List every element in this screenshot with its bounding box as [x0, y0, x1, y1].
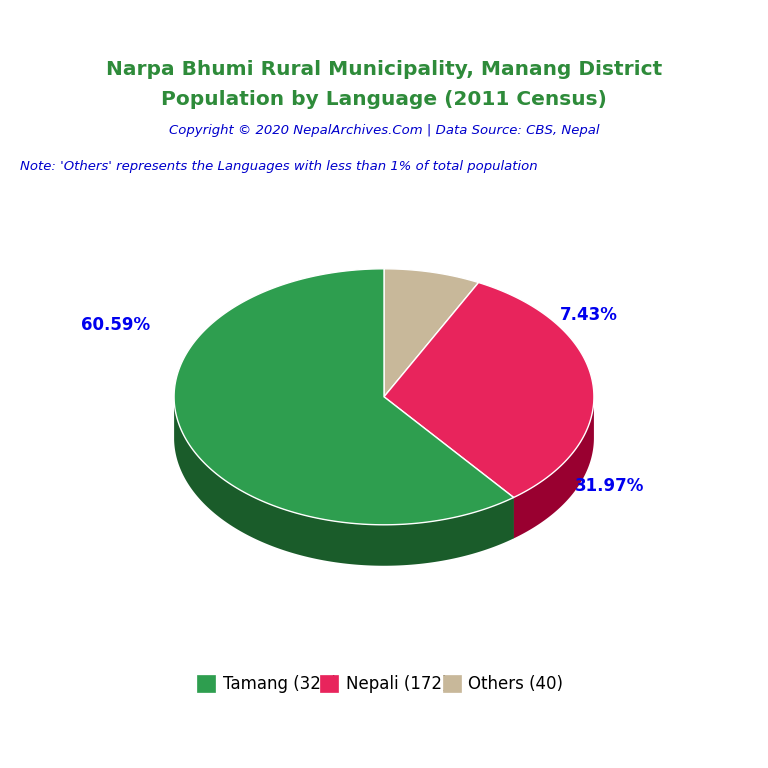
Text: 7.43%: 7.43% [560, 306, 617, 324]
Text: 60.59%: 60.59% [81, 316, 150, 334]
Text: Note: 'Others' represents the Languages with less than 1% of total population: Note: 'Others' represents the Languages … [21, 160, 538, 173]
Text: Narpa Bhumi Rural Municipality, Manang District: Narpa Bhumi Rural Municipality, Manang D… [106, 60, 662, 78]
Text: Population by Language (2011 Census): Population by Language (2011 Census) [161, 91, 607, 109]
Text: 31.97%: 31.97% [574, 478, 644, 495]
Text: Nepali (172): Nepali (172) [346, 674, 448, 693]
Polygon shape [174, 399, 514, 566]
Polygon shape [514, 398, 594, 538]
Polygon shape [384, 397, 514, 538]
Bar [320, 674, 338, 693]
Text: Copyright © 2020 NepalArchives.Com | Data Source: CBS, Nepal: Copyright © 2020 NepalArchives.Com | Dat… [169, 124, 599, 137]
Bar [443, 674, 461, 693]
Text: Others (40): Others (40) [468, 674, 564, 693]
Polygon shape [384, 269, 478, 397]
Polygon shape [174, 269, 514, 525]
Polygon shape [384, 283, 594, 498]
Polygon shape [384, 397, 514, 538]
Bar [197, 674, 215, 693]
Text: Tamang (326): Tamang (326) [223, 674, 338, 693]
